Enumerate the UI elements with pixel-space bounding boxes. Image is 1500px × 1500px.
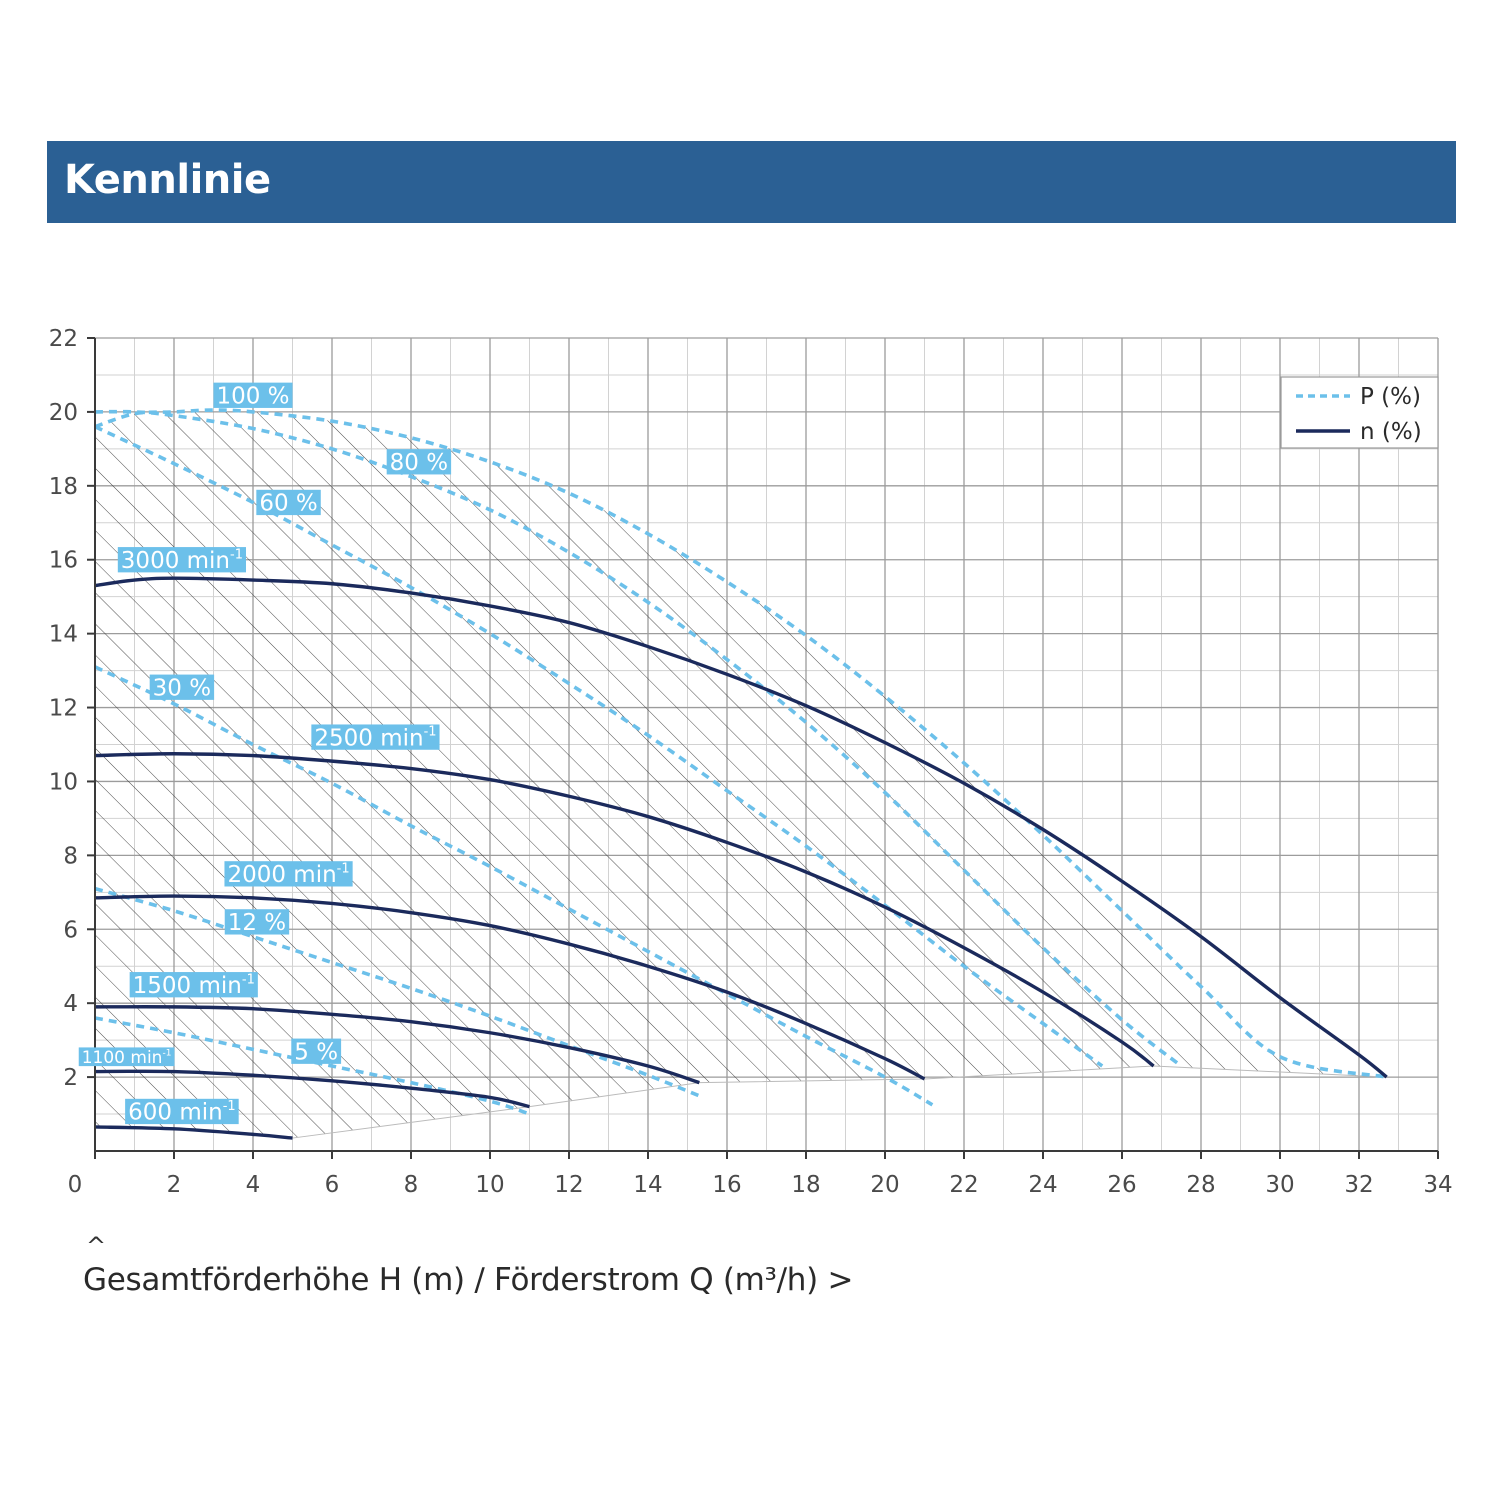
- curve-label-text: 60 %: [259, 491, 317, 517]
- curve-label-box: [149, 674, 215, 700]
- curve-label-box: [256, 489, 321, 516]
- curve-label-text: 600 min-1: [128, 1099, 236, 1126]
- curve-label-text: 5 %: [294, 1040, 338, 1066]
- x-tick-label: 16: [712, 1172, 741, 1198]
- power-curve-2: [94, 409, 1183, 1068]
- x-tick-label: 22: [949, 1172, 978, 1198]
- curve-label-text: 12 %: [228, 910, 286, 936]
- curve-label: 30 %: [149, 674, 215, 702]
- curve-label-box: [224, 909, 290, 935]
- x-tick-label: 8: [404, 1172, 419, 1198]
- curve-label: 1100 min-1: [78, 1047, 175, 1068]
- power-curve-4: [94, 665, 934, 1107]
- legend-speed-label: n (%): [1360, 419, 1422, 445]
- x-tick-label: 18: [791, 1172, 820, 1198]
- power-curve-1: [94, 408, 1387, 1079]
- operating-range: [95, 410, 1387, 1139]
- curve-label-box: [125, 1098, 239, 1125]
- curve-label-text: 2500 min-1: [314, 725, 436, 752]
- x-tick-label: 0: [68, 1172, 83, 1198]
- curve-label-text: 100 %: [216, 384, 289, 410]
- curve-label: 80 %: [386, 449, 452, 476]
- curve-label: 12 %: [224, 909, 290, 936]
- speed-curve-4: [94, 1005, 700, 1085]
- y-tick-label: 22: [49, 326, 78, 352]
- legend: P (%) n (%): [1280, 376, 1439, 449]
- curve-label-text: 1500 min-1: [133, 972, 255, 999]
- curve-label-superscript: -1: [162, 1049, 171, 1059]
- power-curve-5: [94, 886, 704, 1100]
- header-bar: Kennlinie: [47, 141, 1456, 223]
- curve-label-text: 3000 min-1: [121, 547, 243, 574]
- y-tick-label: 18: [49, 474, 78, 500]
- x-tick-label: 20: [870, 1172, 899, 1198]
- y-axis-caret: ^: [86, 1232, 107, 1260]
- x-tick-label: 34: [1423, 1172, 1452, 1198]
- x-tick-label: 26: [1107, 1172, 1136, 1198]
- x-tick-label: 32: [1344, 1172, 1373, 1198]
- y-tick-label: 20: [49, 400, 78, 426]
- curve-label-box: [224, 861, 353, 887]
- legend-power-label: P (%): [1360, 384, 1421, 410]
- curve-label: 100 %: [213, 382, 293, 410]
- curve-label: 2500 min-1: [311, 724, 440, 752]
- curve-label-box: [78, 1047, 175, 1067]
- x-tick-label: 6: [325, 1172, 340, 1198]
- curve-label-text: 30 %: [153, 676, 211, 702]
- speed-curves: [94, 576, 1388, 1140]
- y-tick-label: 4: [63, 991, 78, 1017]
- x-tick-label: 28: [1186, 1172, 1215, 1198]
- x-tick-label: 14: [633, 1172, 662, 1198]
- operating-range-boundary: [292, 1065, 1387, 1139]
- x-tick-label: 12: [554, 1172, 583, 1198]
- x-tick-label: 24: [1028, 1172, 1057, 1198]
- curve-label-superscript: -1: [242, 972, 255, 987]
- power-curve-6: [94, 1016, 531, 1116]
- axes: [87, 337, 1439, 1159]
- curve-label-box: [386, 449, 452, 475]
- x-tick-label: 30: [1265, 1172, 1294, 1198]
- speed-curve-5: [94, 1069, 530, 1109]
- y-tick-label: 14: [49, 622, 78, 648]
- curve-label: 60 %: [256, 489, 321, 517]
- curve-label-box: [117, 547, 246, 573]
- y-tick-label: 12: [49, 696, 78, 722]
- curve-label-text: 80 %: [390, 450, 448, 476]
- curve-label: 3000 min-1: [117, 547, 246, 574]
- y-tick-label: 2: [63, 1065, 78, 1091]
- curve-label-superscript: -1: [230, 547, 243, 562]
- speed-curve-2: [94, 752, 1155, 1068]
- curve-labels: 100 % 80 % 60 % 3000 min-1 30 % 2500 min-1 200…: [78, 382, 452, 1126]
- x-tick-label: 2: [167, 1172, 182, 1198]
- y-tick-label: 6: [63, 917, 78, 943]
- speed-curve-1: [94, 576, 1388, 1079]
- curve-label-box: [129, 972, 258, 998]
- curve-label-box: [311, 724, 440, 750]
- curve-label-box: [291, 1038, 342, 1064]
- curve-label-text: 1100 min-1: [82, 1048, 172, 1068]
- curve-label: 5 %: [291, 1038, 342, 1066]
- axis-label: Gesamtförderhöhe H (m) / Förderstrom Q (…: [83, 1262, 854, 1298]
- curve-label-superscript: -1: [223, 1099, 236, 1114]
- curve-label-text: 2000 min-1: [227, 861, 349, 888]
- curve-label: 2000 min-1: [224, 861, 353, 888]
- speed-curve-6: [94, 1125, 293, 1140]
- tick-labels: 0 2 4 6 8 10 12 14 16 18 20 22 24 26 28 30 32 34246810121…: [49, 326, 1453, 1198]
- x-tick-label: 4: [246, 1172, 261, 1198]
- curve-label: 1500 min-1: [129, 972, 258, 999]
- page-title: Kennlinie: [64, 157, 271, 203]
- speed-curve-3: [94, 894, 926, 1081]
- curve-label-superscript: -1: [424, 725, 437, 740]
- y-tick-label: 16: [49, 548, 78, 574]
- curve-label: 600 min-1: [125, 1098, 239, 1126]
- x-tick-label: 10: [475, 1172, 504, 1198]
- hatched-area: [95, 410, 1387, 1139]
- y-tick-label: 8: [63, 843, 78, 869]
- y-tick-label: 10: [49, 769, 78, 795]
- curve-label-box: [213, 382, 293, 408]
- curve-label-superscript: -1: [337, 861, 350, 876]
